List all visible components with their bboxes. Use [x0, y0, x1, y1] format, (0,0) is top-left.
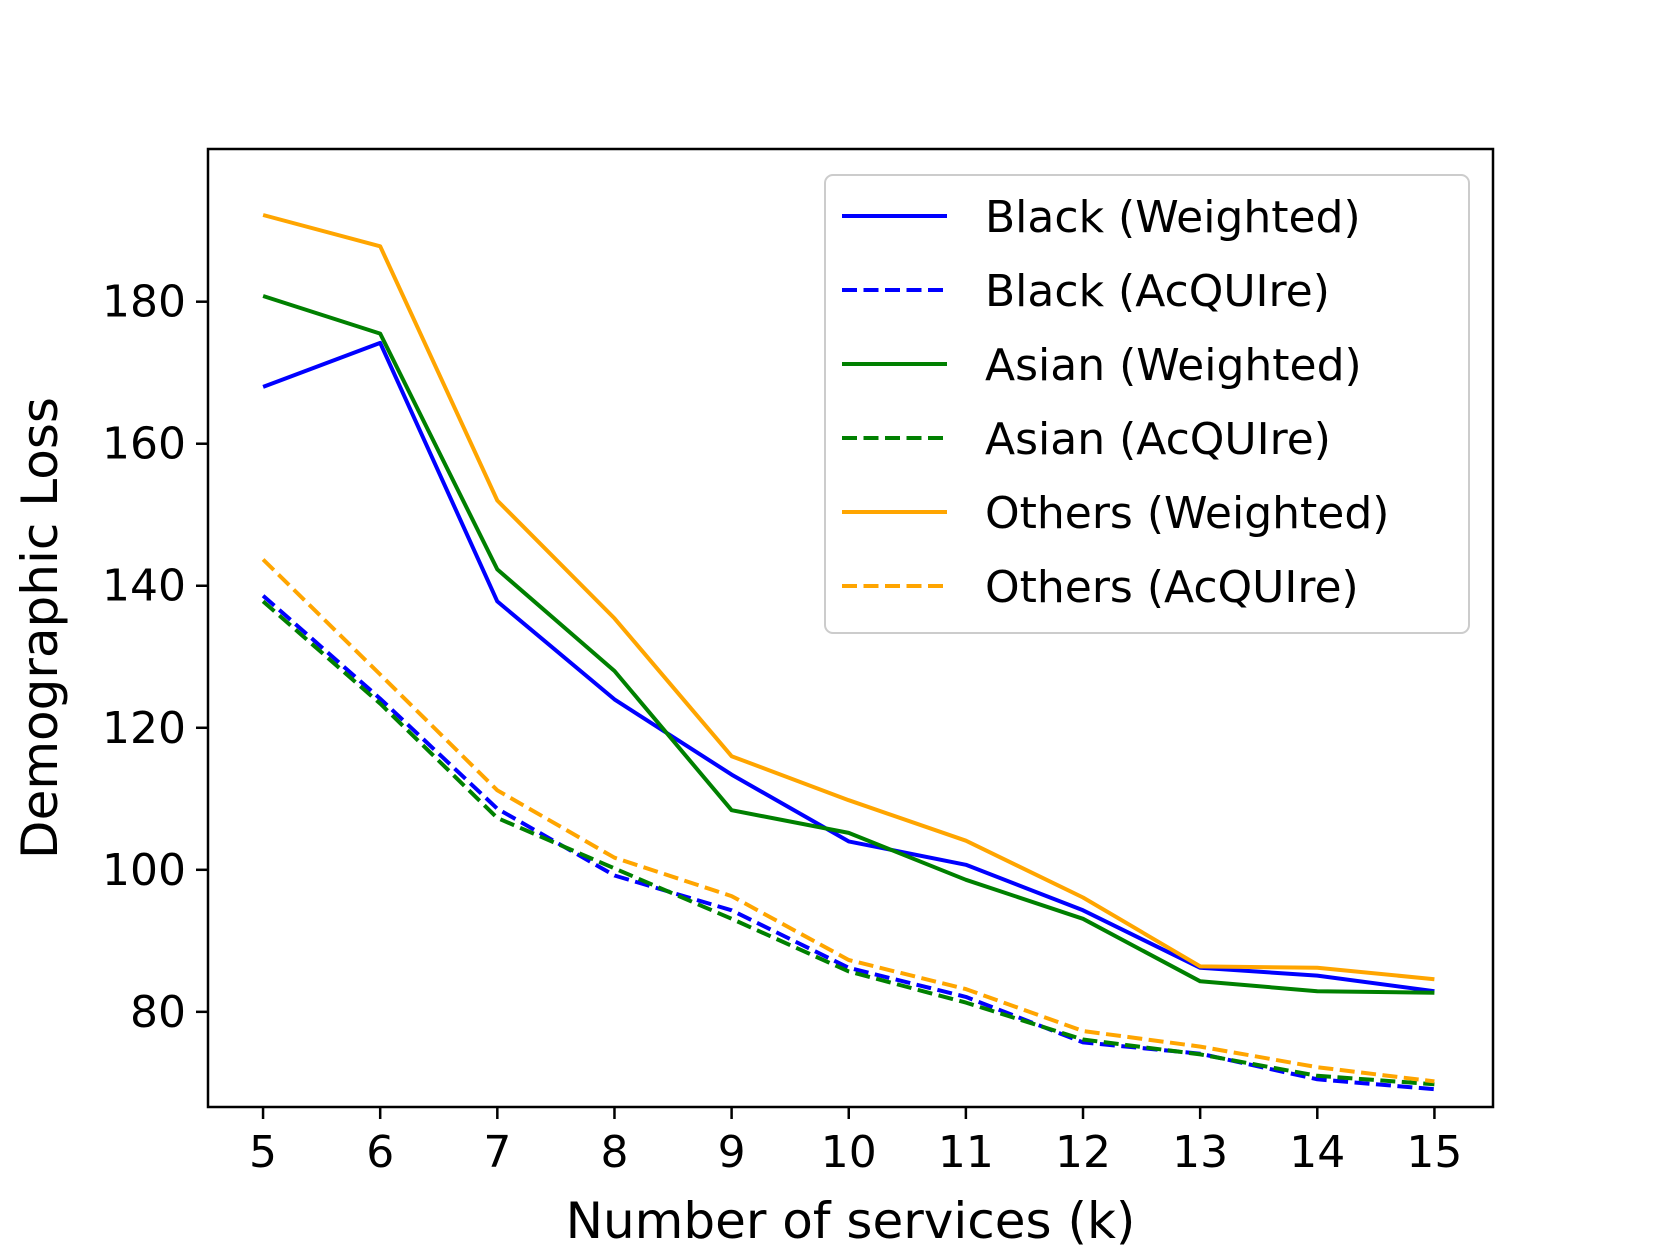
series-line-5 — [261, 558, 1435, 1084]
series-line-4 — [262, 213, 1435, 982]
legend-label-5: Others (AcQUIre) — [985, 562, 1359, 613]
legend: Black (Weighted) Black (AcQUIre) Asian (We… — [824, 174, 1470, 634]
y-axis-title: Demographic Loss — [11, 397, 69, 859]
y-tick-label: 100 — [102, 845, 186, 896]
legend-label-1: Black (AcQUIre) — [985, 266, 1330, 317]
x-tick-label: 15 — [1406, 1127, 1462, 1178]
x-tick-label: 12 — [1055, 1127, 1111, 1178]
legend-label-3: Asian (AcQUIre) — [985, 414, 1331, 465]
series-line-2 — [262, 294, 1435, 995]
legend-box — [824, 174, 1470, 634]
y-tick-label: 140 — [102, 561, 186, 612]
series-layer — [261, 213, 1435, 1092]
x-tick-label: 9 — [718, 1127, 746, 1178]
x-tick-label: 14 — [1289, 1127, 1345, 1178]
x-axis-title: Number of services (k) — [566, 1192, 1136, 1245]
legend-label-4: Others (Weighted) — [985, 488, 1389, 539]
series-line-0 — [262, 340, 1435, 994]
ticks-layer: 5 6 7 8 9 10 11 12 13 14 15 80 100 120 140 160 180 — [102, 277, 1462, 1178]
plot-frame — [206, 147, 1495, 1109]
x-tick-label: 5 — [249, 1127, 277, 1178]
series-line-3 — [261, 599, 1435, 1087]
y-tick-label: 160 — [102, 419, 186, 470]
x-tick-label: 13 — [1172, 1127, 1228, 1178]
legend-label-0: Black (Weighted) — [985, 192, 1361, 243]
legend-label-2: Asian (Weighted) — [985, 340, 1362, 391]
y-tick-label: 80 — [130, 987, 186, 1038]
x-tick-label: 11 — [938, 1127, 994, 1178]
x-tick-label: 6 — [366, 1127, 394, 1178]
x-tick-label: 8 — [600, 1127, 628, 1178]
legend-items: Black (Weighted) Black (AcQUIre) Asian (We… — [842, 192, 1389, 613]
x-tick-label: 10 — [821, 1127, 877, 1178]
x-tick-label: 7 — [483, 1127, 511, 1178]
y-tick-label: 120 — [102, 703, 186, 754]
y-tick-label: 180 — [102, 277, 186, 328]
